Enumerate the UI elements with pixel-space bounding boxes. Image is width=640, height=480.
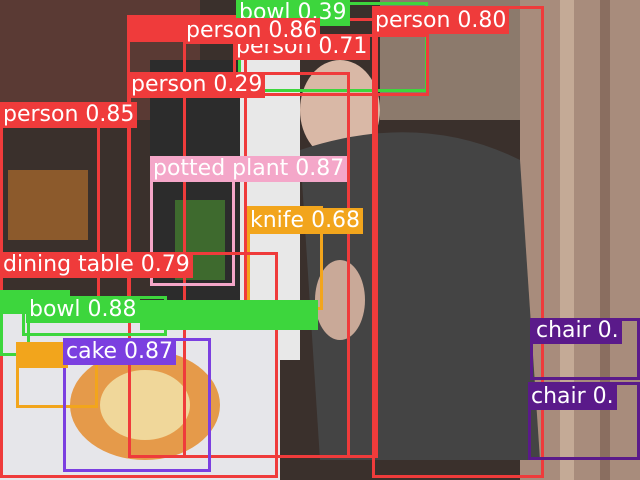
label-bowl-088: bowl 0.88 bbox=[26, 297, 140, 323]
label-chair-2: chair 0. bbox=[528, 384, 617, 410]
label-dining-table: dining table 0.79 bbox=[0, 252, 193, 278]
label-green-overlap-2 bbox=[140, 302, 318, 328]
label-knife-small bbox=[16, 342, 68, 368]
label-knife-068: knife 0.68 bbox=[247, 208, 364, 234]
label-person-080: person 0.80 bbox=[372, 8, 510, 34]
label-person-085: person 0.85 bbox=[0, 102, 138, 128]
label-person-extra-left bbox=[127, 16, 187, 42]
label-cake-087: cake 0.87 bbox=[63, 339, 177, 365]
label-person-029: person 0.29 bbox=[128, 72, 266, 98]
label-chair-1: chair 0. bbox=[533, 318, 622, 344]
bbox-chair-2 bbox=[528, 382, 640, 460]
label-potted-plant: potted plant 0.87 bbox=[150, 156, 348, 182]
label-person-086: person 0.86 bbox=[183, 18, 321, 44]
bbox-person-right bbox=[372, 6, 544, 478]
